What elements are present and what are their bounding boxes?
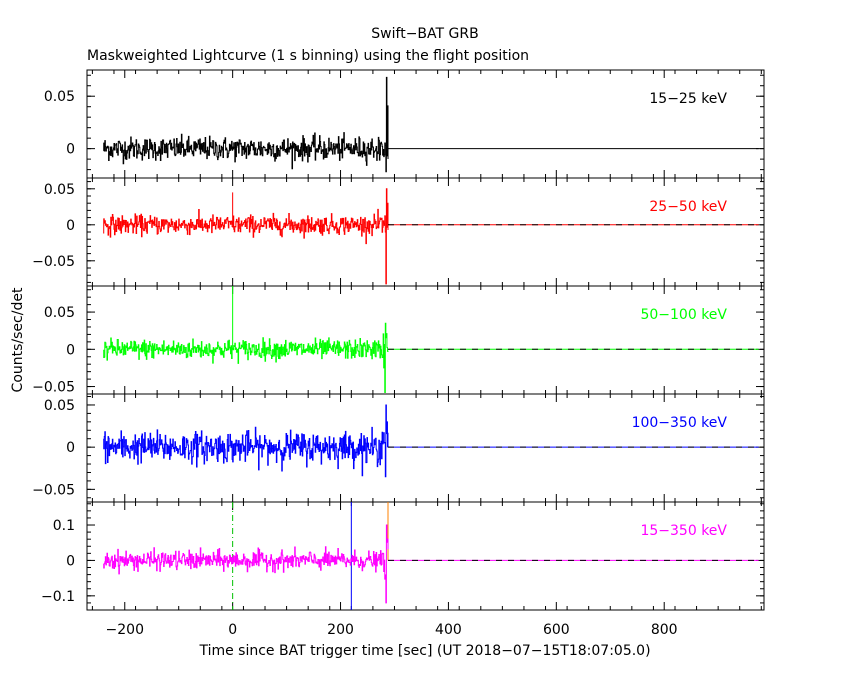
x-tick-label: 600: [543, 622, 570, 638]
y-tick-label: 0.05: [44, 398, 75, 414]
panel-frame: [86, 501, 765, 611]
chart-subtitle: Maskweighted Lightcurve (1 s binning) us…: [87, 48, 529, 64]
y-tick-label: −0.05: [32, 380, 75, 396]
y-tick-label: 0.1: [53, 518, 75, 534]
series-line-active: [103, 404, 389, 478]
y-tick-label: 0.05: [44, 89, 75, 105]
y-tick-label: 0: [66, 218, 75, 234]
series-line-active: [103, 524, 389, 604]
panel-2: −0.05 0 0.05 25−50 keV: [32, 177, 765, 287]
legend-label: 50−100 keV: [640, 307, 727, 323]
panel-4: −0.05 0 0.05 100−350 keV: [32, 393, 765, 503]
y-tick-label: 0: [66, 342, 75, 358]
y-tick-label: −0.05: [32, 482, 75, 498]
panel-frame: [86, 69, 765, 179]
legend-label: 15−350 keV: [640, 523, 727, 539]
x-tick-label: 200: [327, 622, 354, 638]
legend-label: 25−50 keV: [649, 199, 727, 215]
y-tick-label: 0.05: [44, 182, 75, 198]
panel-frame: [86, 177, 765, 287]
y-tick-label: 0: [66, 142, 75, 158]
panel-3: −0.05 0 0.05 50−100 keV: [32, 285, 765, 396]
panel-5: −0.1 0 0.1 15−350 keV: [41, 501, 765, 611]
x-axis-label: Time since BAT trigger time [sec] (UT 20…: [198, 643, 650, 659]
legend-label: 100−350 keV: [632, 415, 728, 431]
y-tick-label: −0.05: [32, 254, 75, 270]
x-tick-label: 800: [651, 622, 678, 638]
y-tick-label: 0.05: [44, 305, 75, 321]
y-tick-label: 0: [66, 553, 75, 569]
panel-1: 0 0.05 15−25 keV: [44, 69, 765, 179]
legend-label: 15−25 keV: [649, 91, 727, 107]
x-tick-label: 0: [228, 622, 237, 638]
y-tick-label: 0: [66, 440, 75, 456]
y-axis-label: Counts/sec/det: [10, 287, 26, 392]
series-line-active: [103, 188, 389, 285]
y-tick-label: −0.1: [41, 589, 75, 605]
series-line-active: [103, 76, 389, 173]
x-tick-label: 400: [435, 622, 462, 638]
x-tick-label: −200: [106, 622, 144, 638]
chart-title: Swift−BAT GRB: [371, 26, 478, 42]
series-line-active: [103, 322, 389, 394]
panel-frame: [86, 285, 765, 395]
